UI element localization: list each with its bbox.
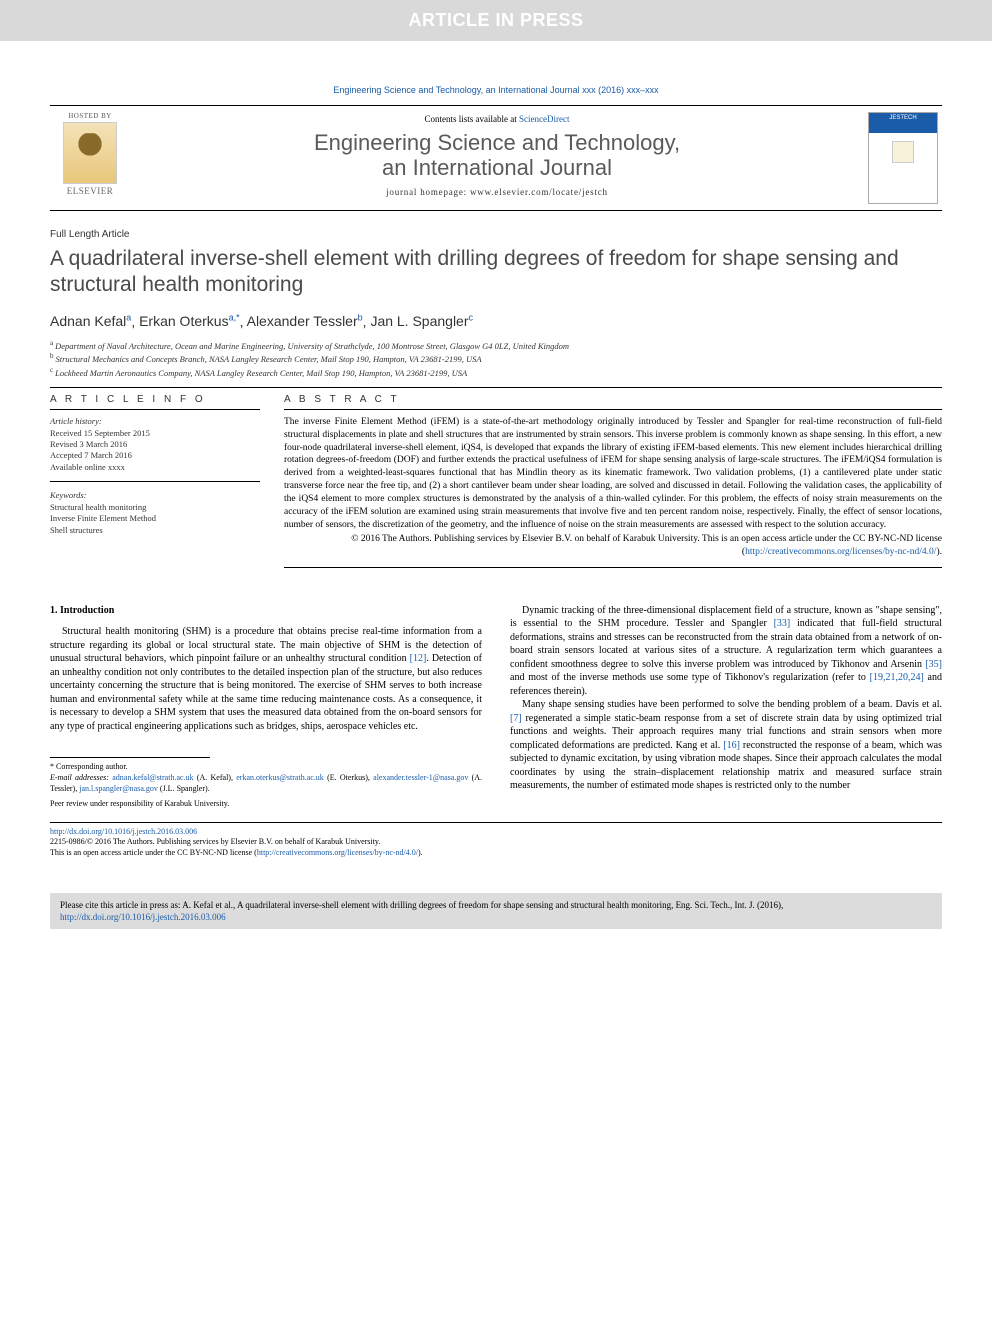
email-addresses: E-mail addresses: adnan.kefal@strath.ac.… xyxy=(50,773,482,795)
affiliations: aDepartment of Naval Architecture, Ocean… xyxy=(50,339,942,379)
article-info-head: A R T I C L E I N F O xyxy=(50,394,260,410)
intro-para-1: Structural health monitoring (SHM) is a … xyxy=(50,625,482,733)
elsevier-label: ELSEVIER xyxy=(50,186,130,196)
info-abstract-row: A R T I C L E I N F O Article history: R… xyxy=(50,394,942,574)
history-revised: Revised 3 March 2016 xyxy=(50,439,260,450)
email-4[interactable]: jan.l.spangler@nasa.gov xyxy=(79,784,158,793)
article-type: Full Length Article xyxy=(50,229,942,240)
license-close: ). xyxy=(936,547,942,557)
ref-12[interactable]: [12] xyxy=(410,653,427,664)
abstract-text: The inverse Finite Element Method (iFEM)… xyxy=(284,416,942,531)
author-1: Adnan Kefala xyxy=(50,313,131,329)
journal-name: Engineering Science and Technology, an I… xyxy=(134,130,860,181)
top-citation: Engineering Science and Technology, an I… xyxy=(50,85,942,95)
email-3[interactable]: alexander.tessler-1@nasa.gov xyxy=(373,773,468,782)
abstract-copyright: © 2016 The Authors. Publishing services … xyxy=(284,533,942,559)
hosted-by-label: HOSTED BY xyxy=(50,112,130,120)
right-para-1: Dynamic tracking of the three-dimensiona… xyxy=(510,604,942,699)
email-2[interactable]: erkan.oterkus@strath.ac.uk xyxy=(236,773,324,782)
right-para-2: Many shape sensing studies have been per… xyxy=(510,698,942,793)
contents-prefix: Contents lists available at xyxy=(425,114,519,124)
journal-masthead: HOSTED BY ELSEVIER Contents lists availa… xyxy=(50,105,942,211)
article-title: A quadrilateral inverse-shell element wi… xyxy=(50,246,942,299)
author-2: Erkan Oterkusa,* xyxy=(139,313,240,329)
article-history: Article history: Received 15 September 2… xyxy=(50,416,260,482)
cover-thumb-title: JESTECH xyxy=(869,113,937,133)
left-column: 1. Introduction Structural health monito… xyxy=(50,604,482,810)
journal-line-2: an International Journal xyxy=(382,155,612,180)
bottom-metadata: http://dx.doi.org/10.1016/j.jestch.2016.… xyxy=(50,822,942,859)
author-4: Jan L. Spanglerc xyxy=(370,313,473,329)
cite-text: Please cite this article in press as: A.… xyxy=(60,900,783,910)
keyword-3: Shell structures xyxy=(50,525,260,536)
ref-35[interactable]: [35] xyxy=(925,659,942,670)
corresponding-author-note: * Corresponding author. xyxy=(50,762,482,773)
history-received: Received 15 September 2015 xyxy=(50,428,260,439)
article-info-column: A R T I C L E I N F O Article history: R… xyxy=(50,394,260,574)
peer-review-note: Peer review under responsibility of Kara… xyxy=(50,799,482,810)
journal-homepage: journal homepage: www.elsevier.com/locat… xyxy=(134,187,860,197)
elsevier-logo xyxy=(63,122,117,184)
bottom-copyright: 2215-0986/© 2016 The Authors. Publishing… xyxy=(50,837,942,848)
abstract-column: A B S T R A C T The inverse Finite Eleme… xyxy=(284,394,942,574)
masthead-cover: JESTECH xyxy=(864,106,942,210)
bottom-license: This is an open access article under the… xyxy=(50,848,942,859)
author-3: Alexander Tesslerb xyxy=(247,313,363,329)
doi-link[interactable]: http://dx.doi.org/10.1016/j.jestch.2016.… xyxy=(50,827,197,836)
affiliation-b: Structural Mechanics and Concepts Branch… xyxy=(56,354,482,364)
history-label: Article history: xyxy=(50,416,260,427)
ref-16[interactable]: [16] xyxy=(723,740,740,751)
contents-available: Contents lists available at ScienceDirec… xyxy=(134,114,860,124)
ref-19-21-20-24[interactable]: [19,21,20,24] xyxy=(870,672,924,683)
cite-doi-link[interactable]: http://dx.doi.org/10.1016/j.jestch.2016.… xyxy=(60,912,226,922)
ref-7[interactable]: [7] xyxy=(510,713,522,724)
affiliation-c: Lockheed Martin Aeronautics Company, NAS… xyxy=(55,368,467,378)
sciencedirect-link[interactable]: ScienceDirect xyxy=(519,114,569,124)
keyword-2: Inverse Finite Element Method xyxy=(50,513,260,524)
keyword-1: Structural health monitoring xyxy=(50,502,260,513)
masthead-center: Contents lists available at ScienceDirec… xyxy=(130,106,864,210)
page-content: Engineering Science and Technology, an I… xyxy=(0,41,992,879)
affiliation-a: Department of Naval Architecture, Ocean … xyxy=(55,341,569,351)
body-two-column: 1. Introduction Structural health monito… xyxy=(50,604,942,810)
history-online: Available online xxxx xyxy=(50,462,260,473)
email-1[interactable]: adnan.kefal@strath.ac.uk xyxy=(112,773,193,782)
bottom-license-link[interactable]: http://creativecommons.org/licenses/by-n… xyxy=(257,848,418,857)
ref-33[interactable]: [33] xyxy=(774,618,791,629)
author-list: Adnan Kefala, Erkan Oterkusa,*, Alexande… xyxy=(50,313,942,330)
section-1-heading: 1. Introduction xyxy=(50,604,482,618)
keywords-block: Keywords: Structural health monitoring I… xyxy=(50,490,260,544)
history-accepted: Accepted 7 March 2016 xyxy=(50,450,260,461)
right-column: Dynamic tracking of the three-dimensiona… xyxy=(510,604,942,810)
cover-thumbnail: JESTECH xyxy=(868,112,938,204)
license-link[interactable]: http://creativecommons.org/licenses/by-n… xyxy=(745,547,936,557)
please-cite-box: Please cite this article in press as: A.… xyxy=(50,893,942,929)
footnote-rule xyxy=(50,757,210,758)
abstract-head: A B S T R A C T xyxy=(284,394,942,410)
article-in-press-banner: ARTICLE IN PRESS xyxy=(0,0,992,41)
footnotes: * Corresponding author. E-mail addresses… xyxy=(50,762,482,809)
masthead-hosted-by: HOSTED BY ELSEVIER xyxy=(50,106,130,210)
keywords-label: Keywords: xyxy=(50,490,260,501)
journal-line-1: Engineering Science and Technology, xyxy=(314,130,680,155)
